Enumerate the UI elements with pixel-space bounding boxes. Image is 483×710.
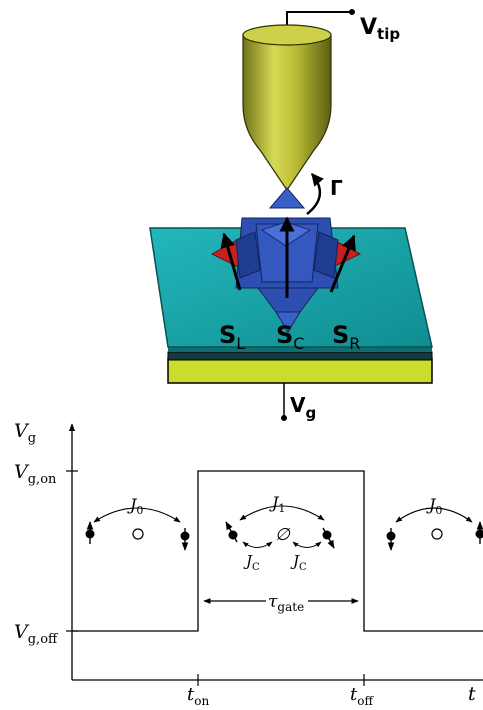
spin-left-label: SL [219, 321, 245, 353]
center-empty-symbol: ∅ [275, 525, 291, 545]
stm-tip [242, 24, 332, 192]
gate-duration-label: τgate [268, 592, 304, 614]
right-state-edge-spin-site [475, 529, 483, 539]
gate-pulse-plot: Vg t Vg,on Vg,off ton toff τgate [14, 420, 483, 708]
j0-left-arc [93, 507, 181, 523]
spin-right-label: SR [332, 321, 360, 353]
torque-label: Γ [330, 176, 343, 200]
x-axis-label: t [468, 683, 476, 705]
stm-setup-diagram: Vtip Vg [149, 9, 433, 422]
jc-left-arc [242, 541, 273, 548]
gate-electrode-front [167, 357, 433, 384]
x-tick-label-on: ton [187, 684, 209, 708]
state-on-middle: J1 ∅ JC JC [225, 493, 335, 573]
tip-voltage-label: Vtip [360, 15, 400, 43]
state-off-left: J0 [85, 495, 190, 551]
right-state-empty-site [431, 528, 443, 540]
gate-pulse-waveform [72, 470, 483, 632]
x-tick-label-off: toff [350, 684, 374, 708]
spin-left-arrow [220, 232, 242, 291]
spin-center-label: SC [276, 321, 304, 353]
center-empty-site [132, 528, 144, 540]
gate-voltage-label: Vg [290, 393, 316, 422]
jc-right-arc [292, 541, 322, 548]
j0-left-label: J0 [127, 495, 143, 517]
middle-right-spin-arrow [322, 527, 335, 549]
jc-right-label: JC [290, 552, 307, 573]
jc-left-label: JC [243, 552, 260, 573]
middle-left-spin-arrow [225, 521, 238, 543]
j0-right-label: J0 [426, 495, 442, 517]
torque-arrow [306, 173, 324, 215]
tip-terminal-dot [349, 9, 355, 15]
spin-right-arrow [329, 234, 356, 293]
j1-label: J1 [269, 493, 285, 515]
dielectric-layer [167, 351, 433, 361]
gate-terminal-dot [281, 415, 287, 421]
j0-right-arc [395, 507, 473, 523]
y-tick-label-off: Vg,off [14, 621, 59, 647]
state-off-right: J0 [386, 495, 483, 551]
y-axis-label: Vg [14, 420, 36, 446]
y-tick-label-on: Vg,on [14, 461, 57, 487]
j1-arc [239, 505, 325, 521]
